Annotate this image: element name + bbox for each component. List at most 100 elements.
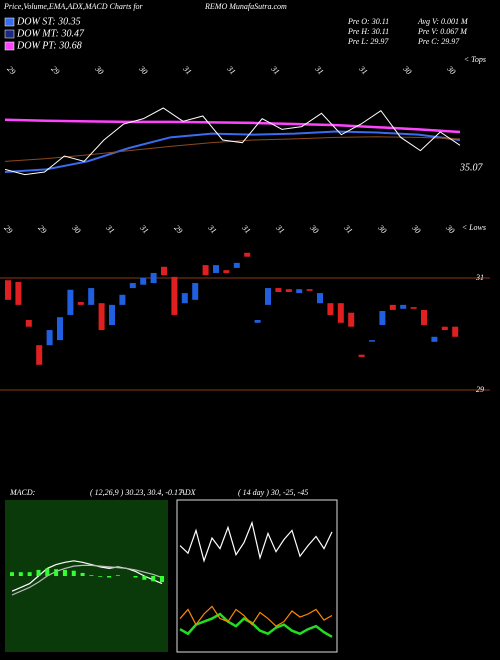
info-text: Pre C: 29.97 xyxy=(417,37,460,46)
annotation: 35.07 xyxy=(459,162,484,173)
price-line xyxy=(4,136,461,162)
histogram-bar xyxy=(62,569,67,576)
legend-swatch xyxy=(4,17,15,27)
candle xyxy=(275,288,282,292)
date-label: 30 xyxy=(410,223,423,236)
histogram-bar xyxy=(133,576,138,578)
candle xyxy=(379,311,386,326)
date-label: 30 xyxy=(376,223,389,236)
histogram-bar xyxy=(115,575,120,576)
histogram-bar xyxy=(98,576,103,577)
candle xyxy=(410,307,417,309)
candle xyxy=(296,289,303,294)
candle xyxy=(452,326,459,337)
candle xyxy=(57,317,63,341)
histogram-bar xyxy=(71,570,76,576)
candle xyxy=(98,303,105,331)
histogram-bar xyxy=(10,572,14,576)
date-label: 29 xyxy=(5,64,17,76)
candle xyxy=(348,312,355,327)
date-label: 30 xyxy=(445,64,458,77)
price-line xyxy=(4,107,461,176)
candle xyxy=(254,319,261,323)
candle xyxy=(25,319,32,327)
candle xyxy=(369,340,375,342)
date-label: 31 xyxy=(274,223,287,236)
histogram-bar xyxy=(107,576,112,578)
date-label: 29 xyxy=(36,223,48,235)
date-label: 30 xyxy=(70,223,83,236)
legend-label: DOW MT: 30.47 xyxy=(16,28,85,39)
date-label: 30 xyxy=(93,64,106,77)
candle xyxy=(77,302,84,305)
indicator-line xyxy=(11,564,163,596)
candle xyxy=(161,266,167,276)
histogram-bar xyxy=(151,576,156,582)
info-text: Pre L: 29.97 xyxy=(347,37,389,46)
candle xyxy=(327,303,334,315)
date-label: 30 xyxy=(401,64,414,77)
info-text: Pre H: 30.11 xyxy=(347,27,389,36)
candle xyxy=(337,303,344,323)
y-tick-label: 29 xyxy=(476,385,484,394)
header-site: REMO MunafaSutra.com xyxy=(204,2,287,11)
candle xyxy=(441,326,448,331)
date-label: 30 xyxy=(444,223,457,236)
candle xyxy=(213,265,219,273)
legend-label: DOW PT: 30.68 xyxy=(16,40,82,51)
date-label: 31 xyxy=(357,64,370,77)
date-label: 31 xyxy=(225,64,238,77)
candle xyxy=(306,289,313,291)
candle xyxy=(150,272,157,284)
date-label: 29 xyxy=(49,64,61,76)
macd-params: ( 12,26,9 ) 30.23, 30.4, -0.17 xyxy=(90,488,183,497)
date-label: 29 xyxy=(172,223,184,235)
candle xyxy=(244,252,251,257)
date-label: 31 xyxy=(269,64,282,77)
date-label: 31 xyxy=(104,223,117,236)
macd-frame xyxy=(5,500,168,652)
macd-title: MACD: xyxy=(9,488,36,497)
lows-label: < Lows xyxy=(462,223,486,232)
date-label: 31 xyxy=(313,64,326,77)
price-line xyxy=(4,130,461,173)
indicator-line xyxy=(179,605,333,627)
candle xyxy=(140,277,147,285)
histogram-bar xyxy=(18,572,23,576)
legend-swatch xyxy=(4,29,15,39)
tops-label: < Tops xyxy=(464,55,486,64)
indicator-line xyxy=(179,520,333,563)
indicator-line xyxy=(179,612,333,638)
histogram-bar xyxy=(45,568,50,576)
date-label: 30 xyxy=(137,64,150,77)
candle xyxy=(129,283,136,289)
candle xyxy=(192,283,199,300)
candle xyxy=(46,330,53,346)
candle xyxy=(265,288,271,305)
candle xyxy=(317,293,323,304)
candle xyxy=(181,293,188,304)
candle xyxy=(421,309,427,326)
adx-params: ( 14 day ) 30, -25, -45 xyxy=(238,488,308,497)
candle xyxy=(389,304,396,310)
candle xyxy=(109,304,115,326)
date-label: 31 xyxy=(181,64,194,77)
price-line xyxy=(4,118,461,134)
candle xyxy=(15,281,22,305)
info-text: Pre O: 30.11 xyxy=(347,17,389,26)
candle xyxy=(233,262,240,268)
candle xyxy=(67,289,74,315)
histogram-bar xyxy=(160,576,164,583)
candle xyxy=(285,289,292,292)
legend-label: DOW ST: 30.35 xyxy=(16,16,81,27)
candle xyxy=(5,280,11,300)
candle xyxy=(171,276,178,315)
date-label: 31 xyxy=(206,223,219,236)
legend-swatch xyxy=(4,41,15,51)
candle xyxy=(88,288,95,305)
candle xyxy=(400,304,407,309)
candle xyxy=(119,294,126,305)
histogram-bar xyxy=(54,569,59,576)
date-label: 31 xyxy=(240,223,253,236)
